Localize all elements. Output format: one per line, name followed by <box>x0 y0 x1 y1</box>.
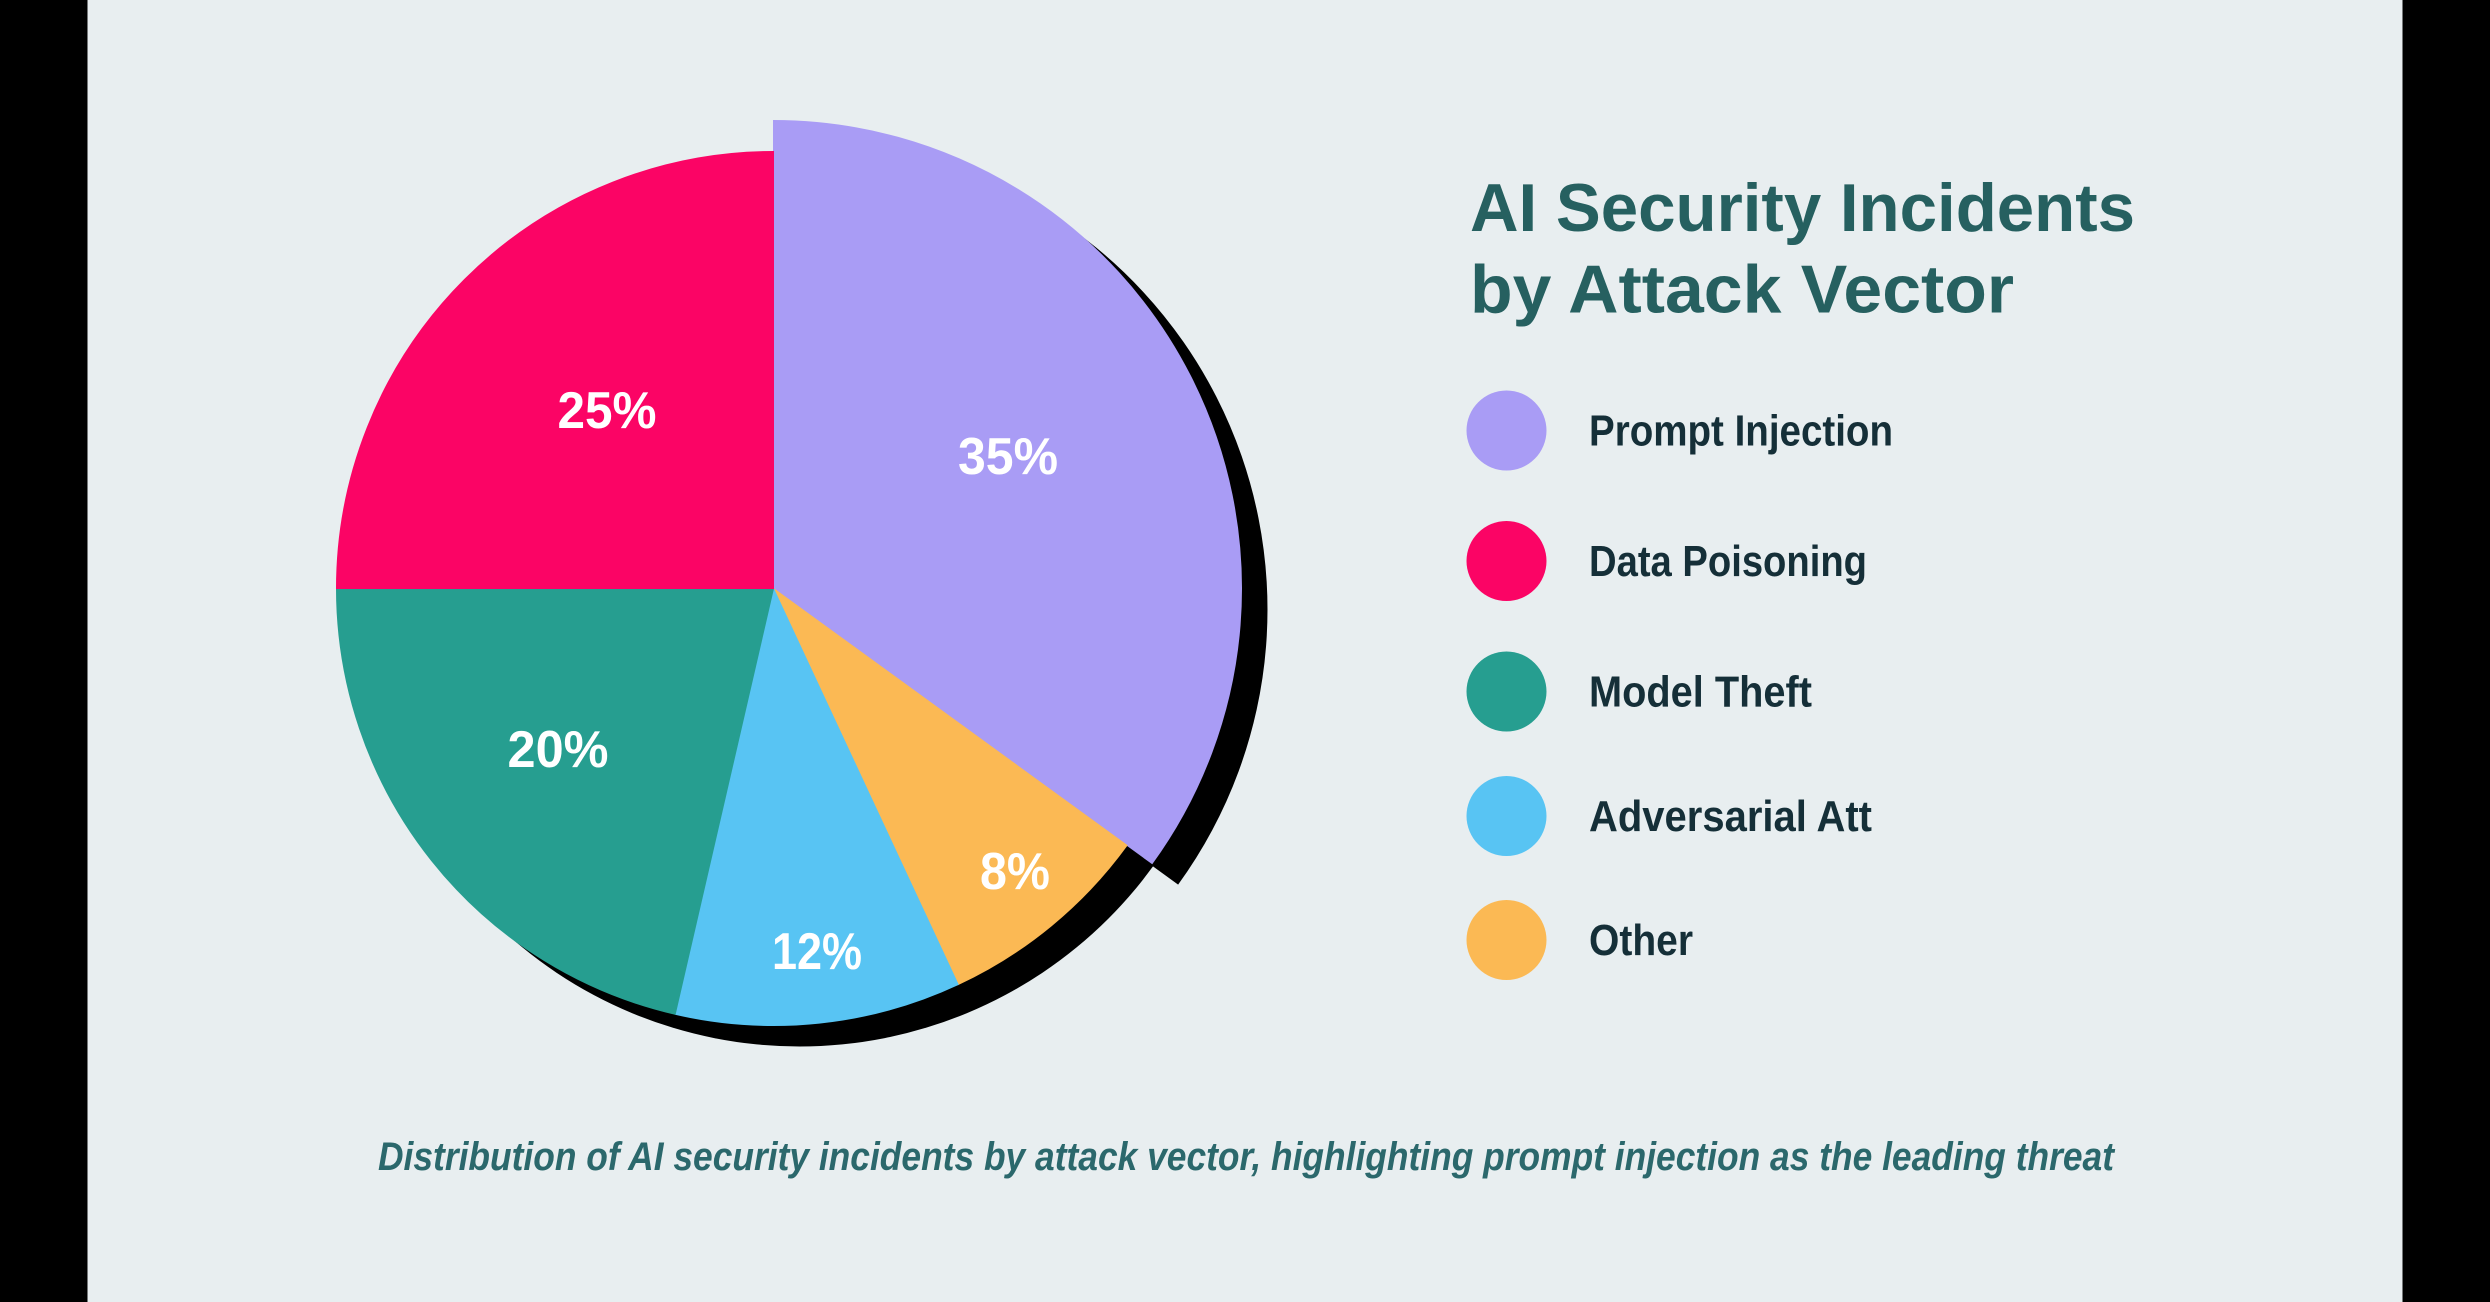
svg-text:8%: 8% <box>980 843 1050 901</box>
svg-text:20%: 20% <box>508 721 609 779</box>
svg-text:Other: Other <box>1589 916 1693 965</box>
svg-text:Prompt Injection: Prompt Injection <box>1589 407 1893 456</box>
svg-text:Model Theft: Model Theft <box>1589 668 1812 717</box>
svg-text:by Attack Vector: by Attack Vector <box>1470 252 2014 328</box>
svg-text:Distribution of AI security in: Distribution of AI security incidents by… <box>378 1135 2115 1179</box>
svg-text:35%: 35% <box>958 428 1058 486</box>
svg-text:Adversarial Att: Adversarial Att <box>1589 792 1872 841</box>
svg-text:25%: 25% <box>558 382 657 440</box>
svg-text:AI Security Incidents: AI Security Incidents <box>1470 170 2135 246</box>
svg-text:12%: 12% <box>772 923 862 981</box>
svg-text:Data Poisoning: Data Poisoning <box>1589 537 1867 586</box>
